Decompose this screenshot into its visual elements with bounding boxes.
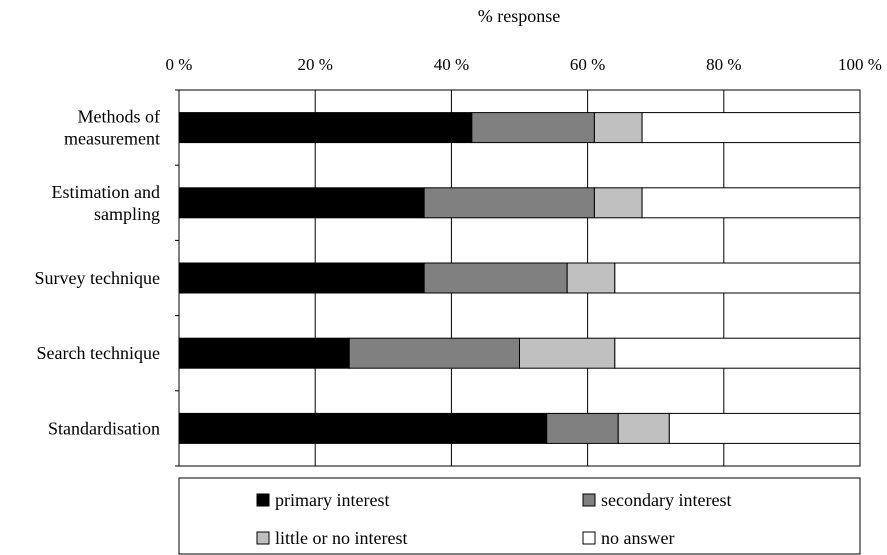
bar-segment-primary-interest — [178, 187, 425, 219]
category-label: Search technique — [37, 343, 160, 363]
x-axis-title: % response — [478, 6, 560, 26]
x-tick-label: 0 % — [166, 55, 193, 74]
x-tick-label: 100 % — [838, 55, 882, 74]
bar-segment-secondary-interest — [423, 187, 595, 219]
bar-segment-primary-interest — [178, 337, 350, 369]
x-tick-label: 20 % — [297, 55, 332, 74]
bar-segment-little-or-no-interest — [566, 262, 616, 294]
bar-segment-no-answer — [641, 112, 861, 144]
bar-segment-little-or-no-interest — [519, 337, 616, 369]
bar-segment-primary-interest — [178, 412, 548, 444]
tick-labels: 0 % 20 % 40 % 60 % 80 % 100 % — [166, 55, 882, 74]
bar-segment-no-answer — [668, 412, 861, 444]
legend-swatch — [256, 531, 270, 545]
plot-frame — [178, 89, 861, 467]
bar-segment-secondary-interest — [423, 262, 568, 294]
category-label: Standardisation — [48, 418, 160, 438]
legend-label: no answer — [601, 528, 674, 548]
category-labels: Methods of measurement Estimation and sampl… — [35, 107, 160, 439]
legend-label: secondary interest — [601, 490, 731, 510]
bar-segment-little-or-no-interest — [617, 412, 670, 444]
bar-segment-primary-interest — [178, 112, 473, 144]
legend-swatch — [256, 493, 270, 507]
bar-segment-secondary-interest — [348, 337, 520, 369]
x-tick-label: 80 % — [706, 55, 741, 74]
legend-swatch — [582, 531, 596, 545]
x-tick-label: 60 % — [570, 55, 605, 74]
bar-segment-no-answer — [614, 262, 861, 294]
bar-segment-no-answer — [614, 337, 861, 369]
axes — [175, 89, 861, 467]
category-label: Methods of measurement — [64, 107, 160, 149]
legend: primary interest secondary interest little… — [178, 477, 861, 555]
legend-label: primary interest — [275, 490, 389, 510]
category-label: Estimation and sampling — [52, 182, 160, 224]
category-label: Survey technique — [35, 268, 160, 288]
bar-segment-little-or-no-interest — [593, 187, 643, 219]
bar-segment-little-or-no-interest — [593, 112, 643, 144]
bar-segment-secondary-interest — [471, 112, 595, 144]
legend-label: little or no interest — [275, 528, 407, 548]
legend-swatch — [582, 493, 596, 507]
bar-segment-primary-interest — [178, 262, 425, 294]
x-tick-label: 40 % — [434, 55, 469, 74]
legend-box — [178, 477, 861, 555]
bars — [178, 112, 861, 444]
bar-segment-secondary-interest — [546, 412, 619, 444]
bar-segment-no-answer — [641, 187, 861, 219]
